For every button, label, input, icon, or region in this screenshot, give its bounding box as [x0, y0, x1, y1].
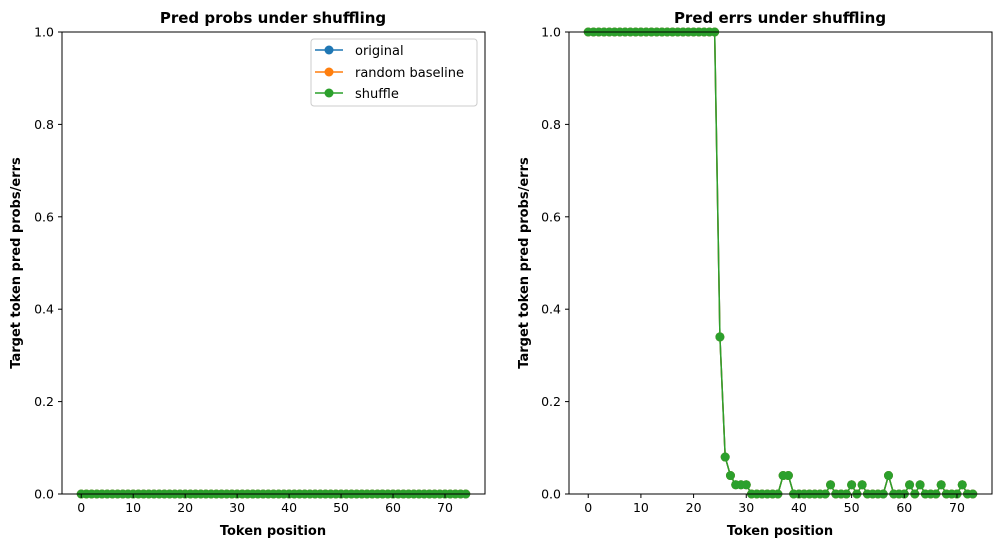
legend-marker-shuffle — [324, 88, 334, 98]
y-tick-label: 0.6 — [541, 209, 561, 224]
y-tick-label: 0.2 — [541, 394, 561, 409]
x-axis-ticks: 0 10 20 30 40 50 60 70 — [584, 494, 965, 515]
data-point — [857, 480, 867, 490]
data-point — [720, 452, 730, 462]
y-tick-label: 0.4 — [541, 302, 561, 317]
y-tick-label: 0.2 — [34, 394, 54, 409]
y-axis-label: Target token pred probs/errs — [517, 157, 532, 369]
data-point — [915, 480, 925, 490]
legend-label-random-baseline: random baseline — [355, 66, 464, 81]
y-tick-label: 0.0 — [34, 487, 54, 502]
data-point — [741, 480, 751, 490]
x-tick-label: 20 — [686, 500, 702, 515]
x-tick-label: 70 — [949, 500, 965, 515]
chart-title: Pred errs under shuffling — [674, 9, 886, 27]
x-tick-label: 0 — [77, 500, 85, 515]
y-tick-label: 1.0 — [34, 25, 54, 40]
legend-label-original: original — [355, 44, 404, 59]
chart-panel-right: Pred errs under shuffling 0 10 20 30 40 50 60 7… — [517, 9, 993, 539]
x-tick-label: 30 — [229, 500, 245, 515]
x-tick-label: 70 — [437, 500, 453, 515]
legend-label-shuffle: shuffle — [355, 87, 399, 102]
axes-frame — [61, 31, 486, 495]
y-tick-label: 0.4 — [34, 302, 54, 317]
legend-entry-original: original — [315, 44, 404, 59]
data-point — [725, 471, 735, 481]
x-tick-label: 10 — [125, 500, 141, 515]
plot-area — [61, 31, 486, 499]
x-tick-label: 60 — [385, 500, 401, 515]
x-tick-label: 40 — [281, 500, 297, 515]
data-point — [957, 480, 967, 490]
plot-area — [568, 27, 993, 499]
y-tick-label: 1.0 — [541, 25, 561, 40]
x-tick-label: 50 — [844, 500, 860, 515]
series-layer — [583, 27, 978, 499]
x-axis-ticks: 0 10 20 30 40 50 60 70 — [77, 494, 453, 515]
x-tick-label: 60 — [896, 500, 912, 515]
y-axis-label: Target token pred probs/errs — [9, 157, 24, 369]
data-point — [715, 332, 725, 342]
legend-marker-random-baseline — [324, 67, 334, 77]
x-tick-label: 10 — [633, 500, 649, 515]
x-tick-label: 20 — [177, 500, 193, 515]
data-point — [883, 471, 893, 481]
y-axis-ticks: 0.0 0.2 0.4 0.6 0.8 1.0 — [34, 25, 62, 502]
legend-box — [310, 38, 478, 107]
x-tick-label: 0 — [584, 500, 592, 515]
data-point — [826, 480, 836, 490]
y-tick-label: 0.8 — [34, 117, 54, 132]
data-point — [936, 480, 946, 490]
data-point — [847, 480, 857, 490]
x-axis-label: Token position — [220, 524, 326, 539]
y-tick-label: 0.6 — [34, 209, 54, 224]
y-tick-label: 0.8 — [541, 117, 561, 132]
chart-panel-left: Pred probs under shuffling 0 10 20 30 40 50 60… — [9, 9, 486, 539]
data-point — [783, 471, 793, 481]
x-tick-label: 50 — [333, 500, 349, 515]
x-tick-label: 40 — [791, 500, 807, 515]
legend: original random baseline shuffle — [310, 38, 478, 107]
legend-marker-original — [324, 45, 334, 55]
legend-entry-shuffle: shuffle — [315, 87, 399, 102]
x-tick-label: 30 — [738, 500, 754, 515]
legend-entry-random-baseline: random baseline — [315, 66, 464, 81]
y-axis-ticks: 0.0 0.2 0.4 0.6 0.8 1.0 — [541, 25, 569, 502]
data-point — [905, 480, 915, 490]
y-tick-label: 0.0 — [541, 487, 561, 502]
axes-frame — [568, 31, 993, 495]
x-axis-label: Token position — [727, 524, 833, 539]
chart-title: Pred probs under shuffling — [160, 9, 386, 27]
